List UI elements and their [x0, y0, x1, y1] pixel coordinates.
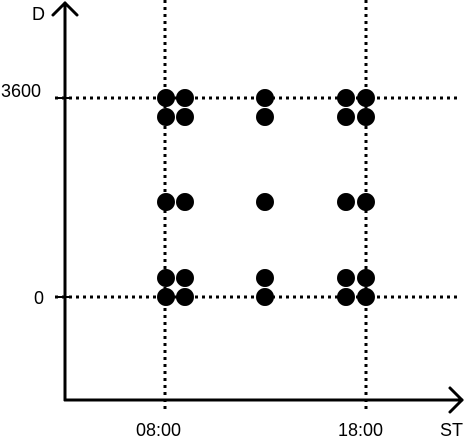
point: [256, 89, 274, 107]
point: [337, 193, 355, 211]
point: [176, 89, 194, 107]
point: [357, 288, 375, 306]
tick-marks: [55, 97, 72, 298]
y-tick-label-3600: 3600: [1, 81, 41, 101]
point: [157, 288, 175, 306]
point: [157, 108, 175, 126]
points: [157, 89, 375, 306]
y-axis-arrowhead: [51, 1, 79, 17]
point: [357, 193, 375, 211]
axes: [51, 1, 464, 414]
point: [176, 288, 194, 306]
x-axis-label: ST: [440, 420, 463, 440]
point: [256, 193, 274, 211]
guide-lines: [55, 0, 458, 410]
point: [357, 269, 375, 287]
point: [157, 193, 175, 211]
point: [337, 288, 355, 306]
point: [176, 108, 194, 126]
point: [176, 193, 194, 211]
point: [157, 269, 175, 287]
point: [256, 288, 274, 306]
point: [176, 269, 194, 287]
x-tick-label-18-00: 18:00: [338, 420, 383, 440]
point: [256, 269, 274, 287]
x-tick-label-08-00: 08:00: [136, 420, 181, 440]
point: [157, 89, 175, 107]
x-axis-arrowhead: [448, 386, 464, 414]
point: [357, 89, 375, 107]
point: [337, 269, 355, 287]
y-tick-label-0: 0: [34, 288, 44, 308]
point: [256, 108, 274, 126]
point: [337, 89, 355, 107]
point: [337, 108, 355, 126]
y-axis-label: D: [32, 4, 45, 24]
point: [357, 108, 375, 126]
